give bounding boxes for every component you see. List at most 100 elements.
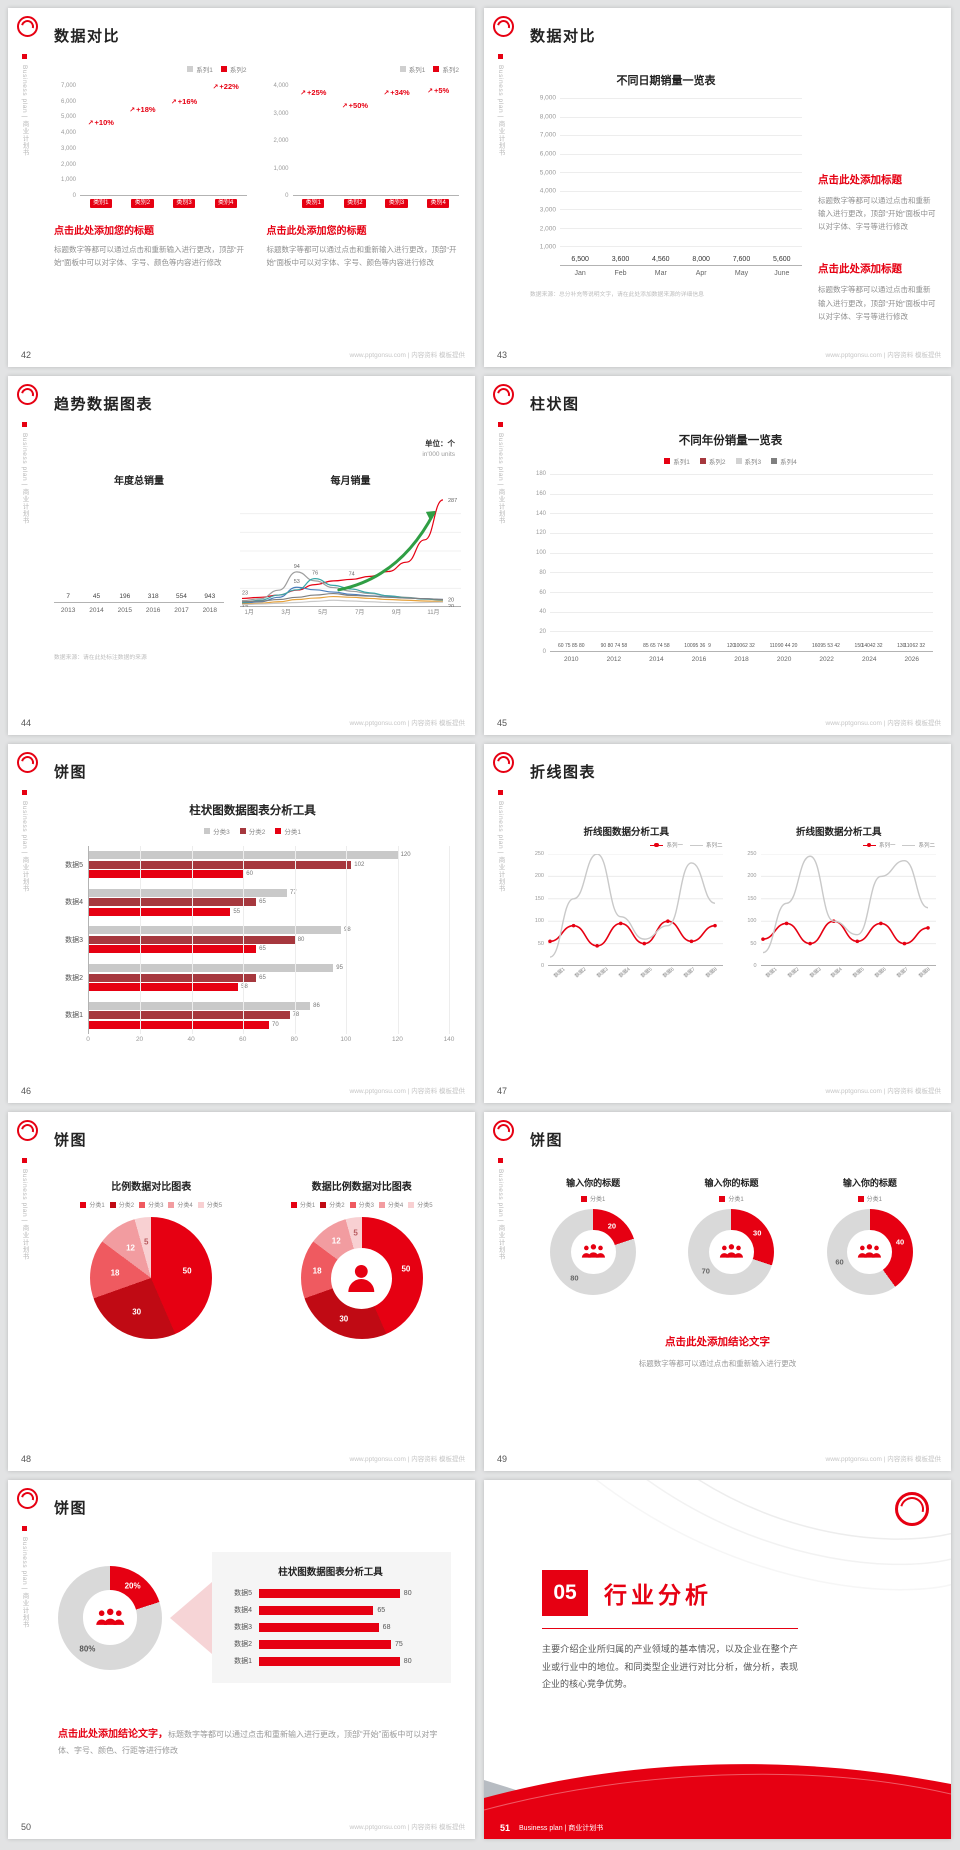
pie-wrap: 50 30 18 12 5 xyxy=(90,1217,213,1339)
chart-title: 输入你的标题 xyxy=(704,1178,759,1188)
percent-label: ↗+34% xyxy=(383,89,409,97)
slide-44-trend-charts[interactable]: Business plan | 商业计划书 趋势数据图表 单位：个 in'000… xyxy=(8,376,475,735)
footer-site-text: www.pptgonsu.com | 内容资料 模板提供 xyxy=(349,1824,465,1831)
legend-label: 分类1 xyxy=(866,1197,882,1203)
bar-value-label: 100 xyxy=(684,643,693,649)
bar-group: 554 xyxy=(167,497,195,602)
legend-item: 系列4 xyxy=(771,456,797,466)
category-label: 2014 xyxy=(89,607,104,614)
bar-value-label: 150 xyxy=(854,643,863,649)
x-category-cell: 类别2 xyxy=(334,198,376,208)
page-number: 51 xyxy=(500,1823,511,1833)
slide-title: 饼图 xyxy=(54,764,88,781)
legend-label: 分类3 xyxy=(213,829,230,836)
x-category-cell: 2015 xyxy=(111,607,139,614)
slice-label: 50 xyxy=(401,1264,411,1274)
percent-label: ↗+5% xyxy=(427,87,449,95)
legend-swatch xyxy=(275,828,282,834)
slide-50-donut-summary[interactable]: Business plan | 商业计划书 饼图 20% 80% 柱状图数据图表分… xyxy=(8,1480,475,1839)
bar xyxy=(89,1020,269,1029)
bar-row: 65 xyxy=(89,973,449,982)
bar-group: ↗+5% xyxy=(417,86,459,195)
x-category-cell: 7月 xyxy=(351,607,369,623)
slide-51-section-divider[interactable]: 05 行业分析 主要介绍企业所归属的产业领域的基本情况，以及企业在整个产业或行业… xyxy=(484,1480,951,1839)
bar-group: ↗+25% xyxy=(293,86,335,195)
y-tick-label: 50 xyxy=(750,940,757,947)
x-category-cell: 数据5 xyxy=(635,966,657,986)
plot-area: 287202019181513231794537674 xyxy=(240,495,461,607)
brand-logo-icon xyxy=(17,752,38,773)
up-arrow-icon: ↗ xyxy=(212,83,219,91)
legend-item: 系列一 xyxy=(862,841,895,849)
slide-title: 饼图 xyxy=(54,1132,88,1149)
x-axis-labels: 2013 2014 2015 2016 2017 2018 xyxy=(54,607,224,614)
series-line xyxy=(241,499,444,600)
legend-swatch xyxy=(109,1201,116,1208)
slide-title: 折线图表 xyxy=(530,764,597,781)
data-point xyxy=(713,923,717,928)
x-tick-label: 数据1 xyxy=(552,966,567,980)
line-chart-left: 折线图数据分析工具 系列一 系列二 250 200 150 100 50 0 数据1 数据2 数据3 数… xyxy=(530,824,723,986)
category-label: Feb xyxy=(614,270,627,277)
side-caption-text: Business plan | 商业计划书 xyxy=(497,65,504,156)
logo-ring-icon xyxy=(493,1120,514,1141)
slide-46-hbar-chart[interactable]: Business plan | 商业计划书 饼图 柱状图数据图表分析工具 分类3 分… xyxy=(8,744,475,1103)
bar-value-label: 8,000 xyxy=(692,256,710,263)
x-tick-label: 60 xyxy=(239,1036,247,1043)
series-line xyxy=(241,595,444,605)
x-category-cell: 2020 xyxy=(763,656,806,663)
side-accent-square xyxy=(21,790,27,795)
slide-48-pie-charts[interactable]: Business plan | 商业计划书 饼图 比例数据对比图表 分类1 分类2 分… xyxy=(8,1112,475,1471)
block-body: 标题数字等都可以通过点击和重新输入进行更改，顶部“开始”面板中可以对字体、字号、… xyxy=(266,245,457,268)
slide-45-bar-chart[interactable]: Business plan | 商业计划书 柱状图 不同年份销量一览表 系列1 系列… xyxy=(484,376,951,735)
slice-label: 20% xyxy=(124,1581,141,1591)
chart-legend: 分类1 分类2 分类3 分类4 分类5 xyxy=(80,1200,222,1209)
bar-value-label: 65 xyxy=(259,899,266,906)
legend-swatch xyxy=(735,458,742,464)
legend-label: 系列3 xyxy=(744,459,762,466)
category-label: 2016 xyxy=(691,656,707,663)
people-icon xyxy=(581,1244,605,1258)
legend-item: 系列2 xyxy=(220,64,247,74)
bar xyxy=(259,1656,400,1666)
donut-hole xyxy=(709,1229,754,1275)
slide-47-line-charts[interactable]: Business plan | 商业计划书 折线图表 折线图数据分析工具 系列一系… xyxy=(484,744,951,1103)
grouped-bar-chart-right: 系列1 系列2 4,000 3,000 2,000 1,000 0 ↗+25% ↗+50% ↗+3… xyxy=(267,64,459,210)
slide-43-data-compare[interactable]: Business plan | 商业计划书 数据对比 不同日期销量一览表 9,00… xyxy=(484,8,951,367)
section-title: 行业分析 xyxy=(604,1582,712,1608)
bar-value-label: 62 xyxy=(912,643,919,649)
logo-ring-icon xyxy=(17,1488,38,1509)
legend-item: 分类2 xyxy=(239,826,265,836)
legend-label: 分类1 xyxy=(299,1203,316,1209)
x-tick-label: 9月 xyxy=(391,610,402,616)
y-tick-label: 7,000 xyxy=(60,83,76,89)
category-label: 2026 xyxy=(904,656,920,663)
legend-label: 系列2 xyxy=(442,67,459,74)
pie-wrap: 30 70 xyxy=(688,1209,775,1295)
chart-legend: 分类1 分类2 分类3 分类4 分类5 xyxy=(290,1200,433,1209)
legend-swatch xyxy=(699,458,706,464)
x-category-cell: 2013 xyxy=(54,607,82,614)
pie-graphic: 50 30 18 12 5 xyxy=(90,1217,213,1339)
x-tick-label: 100 xyxy=(340,1036,352,1043)
data-point xyxy=(807,941,812,946)
gridline xyxy=(560,116,802,118)
plot-area: 6,500 3,600 4,560 8,000 7,600 5,600 xyxy=(560,98,802,266)
slide-49-donut-charts[interactable]: Business plan | 商业计划书 饼图 输入你的标题 分类1 20 80 输… xyxy=(484,1112,951,1471)
legend-item: 系列2 xyxy=(433,64,459,74)
legend-item: 分类2 xyxy=(109,1200,134,1209)
slide-42-data-compare[interactable]: Business plan | 商业计划书 数据对比 系列1 系列2 7,000 6,… xyxy=(8,8,475,367)
bar-value-label: 44 xyxy=(784,643,791,649)
logo-ring-icon xyxy=(895,1492,929,1526)
unit-note: 单位：个 in'000 units xyxy=(422,438,455,458)
gridline xyxy=(560,135,802,137)
category-label: 数据5 xyxy=(234,1590,252,1597)
bar-value-label: 196 xyxy=(119,592,131,600)
chart-legend: 分类1 xyxy=(580,1194,605,1203)
bar-group: 943 xyxy=(196,497,224,602)
legend-item: 分类1 xyxy=(80,1200,105,1209)
page-number: 50 xyxy=(21,1822,32,1832)
y-tick-label: 2,000 xyxy=(539,225,556,233)
bar-value-label: 95 xyxy=(820,643,826,649)
people-icon xyxy=(719,1244,744,1258)
